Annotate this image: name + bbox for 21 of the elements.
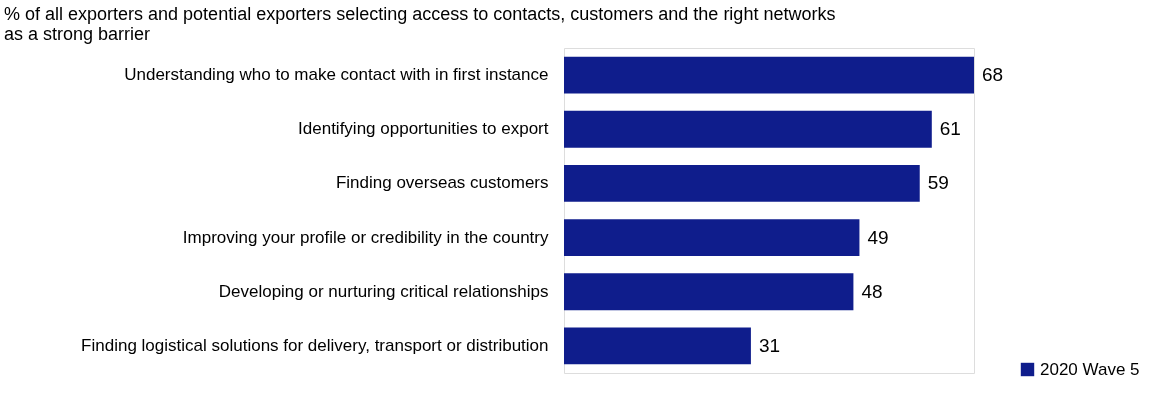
data-label: 48 [861, 280, 883, 302]
y-tick-label: Identifying opportunities to export [298, 119, 549, 139]
data-label: 31 [758, 334, 781, 356]
legend-label: 2020 Wave 5 [1040, 359, 1140, 379]
bar [564, 219, 860, 256]
y-tick-label: Understanding who to make contact with in first instance [124, 65, 549, 85]
y-tick-label: Developing or nurturing critical relationships [218, 281, 549, 301]
bar [564, 165, 920, 202]
bar [564, 327, 751, 365]
bar [564, 110, 932, 148]
y-tick-label: Finding logistical solutions for delivery, transport or distribution [81, 335, 549, 355]
data-label: 59 [927, 172, 949, 194]
data-label: 68 [982, 64, 1004, 86]
text: % of all exporters and potential exporters selecting access to contacts, customers and the right networks [4, 4, 836, 24]
data-label: 61 [939, 118, 961, 140]
text: as a strong barrier [4, 24, 151, 44]
data-label: 49 [867, 226, 889, 248]
y-tick-label: Improving your profile or credibility in the country [182, 227, 549, 247]
bar [564, 273, 854, 311]
bar [564, 56, 974, 94]
y-tick-label: Finding overseas customers [335, 173, 549, 193]
